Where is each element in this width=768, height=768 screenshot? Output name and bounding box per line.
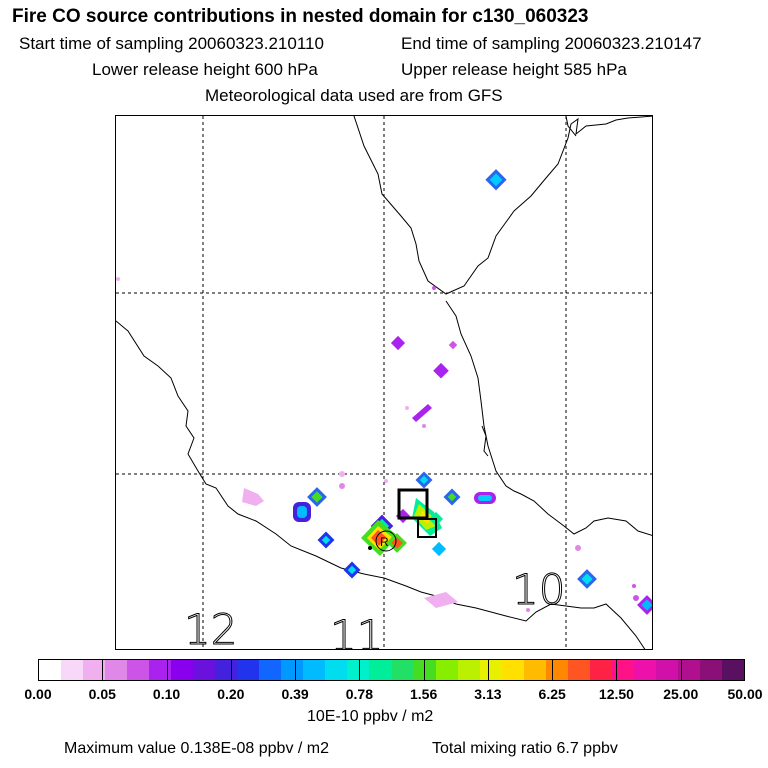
colorbar-tick-label: 0.10	[152, 686, 181, 702]
region-label-11: 11	[330, 611, 383, 650]
colorbar-divider	[487, 660, 489, 680]
colorbar-cell	[303, 660, 326, 680]
colorbar-cell	[259, 660, 282, 680]
end-time: End time of sampling 20060323.210147	[401, 34, 702, 53]
colorbar-cell	[127, 660, 150, 680]
colorbar-tick-label: 6.25	[538, 686, 566, 702]
colorbar-divider	[552, 660, 554, 680]
map-canvas: R 12 11 10	[116, 116, 652, 650]
colorbar-cell	[567, 660, 590, 680]
colorbar-cell	[721, 660, 744, 680]
colorbar-cell	[325, 660, 348, 680]
colorbar-cell	[457, 660, 480, 680]
colorbar-tick-label: 0.05	[88, 686, 116, 702]
plot-title: Fire CO source contributions in nested d…	[12, 6, 589, 27]
colorbar-tick-label: 1.56	[410, 686, 438, 702]
colorbar-divider	[423, 660, 425, 680]
colorbar-cell	[61, 660, 84, 680]
colorbar-cell	[633, 660, 656, 680]
maximum-value: Maximum value 0.138E-08 ppbv / m2	[64, 740, 330, 757]
colorbar-cell	[347, 660, 370, 680]
colorbar-cell	[391, 660, 414, 680]
start-time: Start time of sampling 20060323.210110	[19, 34, 324, 53]
colorbar-cell	[39, 660, 62, 680]
colorbar-cell	[677, 660, 700, 680]
map-panel: R 12 11 10	[115, 115, 653, 650]
hotspot-north	[485, 169, 507, 191]
upper-release-height: Upper release height 585 hPa	[401, 60, 627, 79]
total-mixing-ratio: Total mixing ratio 6.7 ppbv	[432, 740, 618, 757]
colorbar-cell	[501, 660, 524, 680]
colorbar-divider	[295, 660, 297, 680]
colorbar-cell	[193, 660, 216, 680]
colorbar-tick-label: 50.00	[727, 686, 763, 702]
colorbar	[38, 659, 745, 681]
colorbar-cell	[545, 660, 568, 680]
region-label-12: 12	[184, 605, 237, 650]
svg-text:R: R	[380, 535, 389, 549]
colorbar-divider	[359, 660, 361, 680]
colorbar-tick-label: 0.78	[345, 686, 373, 702]
colorbar-tick-label: 25.00	[663, 686, 699, 702]
receptor-box	[397, 488, 429, 520]
colorbar-cell	[611, 660, 634, 680]
grid-lines	[116, 116, 652, 649]
colorbar-cell	[215, 660, 238, 680]
lower-release-height: Lower release height 600 hPa	[92, 60, 318, 79]
colorbar-tick-label: 3.13	[474, 686, 502, 702]
colorbar-cell	[699, 660, 722, 680]
colorbar-cell	[237, 660, 260, 680]
colorbar-cell	[281, 660, 304, 680]
colorbar-cell	[83, 660, 106, 680]
colorbar-tick-label: 0.00	[24, 686, 52, 702]
colorbar-cell	[479, 660, 502, 680]
colorbar-tick-label: 12.50	[598, 686, 634, 702]
colorbar-divider	[166, 660, 168, 680]
coastline	[116, 116, 652, 649]
colorbar-divider	[680, 660, 682, 680]
region-label-10: 10	[512, 565, 565, 614]
colorbar-divider	[616, 660, 618, 680]
colorbar-cell	[171, 660, 194, 680]
colorbar-cell	[523, 660, 546, 680]
colorbar-divider	[102, 660, 104, 680]
colorbar-divider	[230, 660, 232, 680]
colorbar-cell	[589, 660, 612, 680]
colorbar-cell	[149, 660, 172, 680]
colorbar-cell	[369, 660, 392, 680]
colorbar-cell	[655, 660, 678, 680]
colorbar-units: 10E-10 ppbv / m2	[307, 708, 434, 725]
met-data-source: Meteorological data used are from GFS	[205, 86, 503, 105]
colorbar-cell	[435, 660, 458, 680]
colorbar-tick-label: 0.39	[281, 686, 309, 702]
colorbar-cell	[105, 660, 128, 680]
colorbar-tick-label: 0.20	[217, 686, 245, 702]
